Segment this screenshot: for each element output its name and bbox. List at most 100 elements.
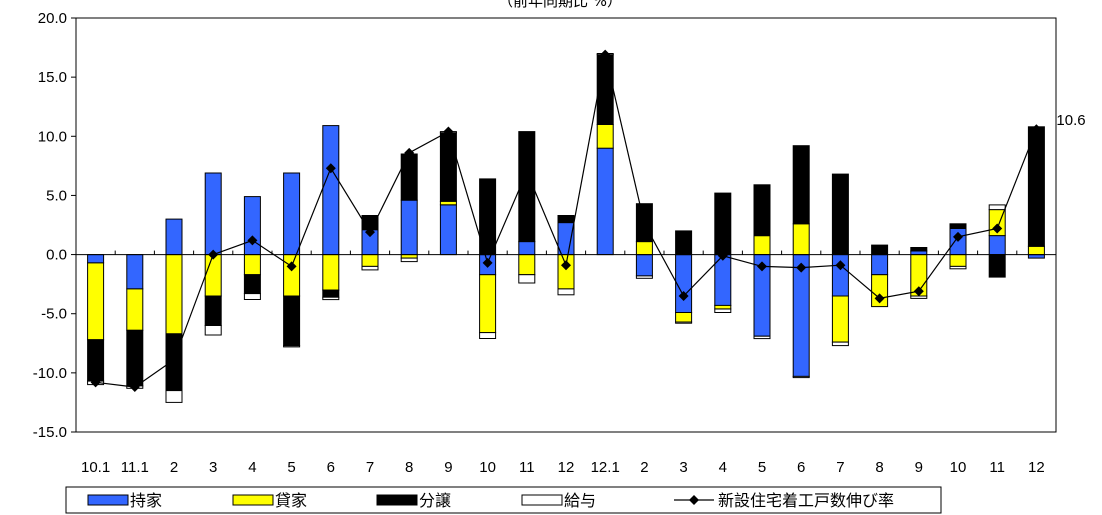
bar-segment [753, 235, 771, 256]
bar-segment [714, 192, 732, 256]
bar-segment [165, 390, 183, 403]
x-tick-label: 8 [875, 459, 883, 476]
bar-segment [322, 296, 340, 301]
bar-segment [557, 288, 575, 296]
y-tick-label: 0.0 [46, 247, 67, 264]
bar-segment [675, 312, 693, 323]
growth-point [482, 257, 493, 268]
growth-point [1031, 124, 1042, 135]
x-tick-label: 6 [797, 459, 805, 476]
x-tick-label: 9 [915, 459, 923, 476]
bar-segment [243, 254, 261, 276]
bar-segment [910, 250, 928, 255]
bar-segment [283, 295, 301, 347]
bar-segment [596, 54, 614, 126]
legend-label: 新設住宅着工戸数伸び率 [718, 491, 894, 510]
x-tick-label: 7 [836, 459, 844, 476]
legend: 持家 貸家 分譲 給与 新設住宅着工戸数伸び率 [65, 486, 942, 514]
bar-segment [557, 222, 575, 256]
bar-segment [988, 235, 1006, 256]
bar-segment [400, 153, 418, 201]
bar-segment [635, 241, 653, 256]
bar-segment [400, 257, 418, 263]
bar-segment [400, 199, 418, 256]
bar-segment [479, 274, 497, 334]
x-tick-label: 6 [327, 459, 335, 476]
legend-box [65, 486, 942, 514]
bar-segment [596, 147, 614, 256]
x-tick-label: 3 [679, 459, 687, 476]
bar-segment [87, 254, 105, 264]
legend-diamond [689, 495, 699, 505]
bar-segment [871, 244, 889, 256]
growth-point [835, 260, 846, 271]
bar-segment [675, 321, 693, 324]
growth-point [913, 286, 924, 297]
legend-swatch [87, 494, 129, 506]
bar-segment [596, 124, 614, 149]
bar-segment [557, 215, 575, 224]
plot-border [75, 17, 1057, 433]
value-label: 10.6 [1056, 112, 1085, 129]
bar-segment [283, 172, 301, 256]
bar-segment [753, 335, 771, 340]
bars [87, 53, 1045, 403]
bar-segment [243, 293, 261, 301]
bar-segment [988, 254, 1006, 278]
x-tick-label: 11 [989, 459, 1005, 476]
bar-segment [518, 254, 536, 276]
x-tick-label: 5 [287, 459, 295, 476]
growth-point [325, 163, 336, 174]
legend-swatch [521, 494, 563, 506]
bar-segment [753, 184, 771, 237]
growth-point [90, 377, 101, 388]
bar-segment [243, 196, 261, 256]
x-tick-label: 2 [170, 459, 178, 476]
bar-segment [714, 304, 732, 310]
growth-point [169, 354, 179, 365]
bar-segment [557, 254, 575, 290]
growth-point [992, 223, 1003, 234]
plot-area [75, 17, 1057, 433]
bar-segment [675, 230, 693, 256]
growth-point [286, 261, 297, 272]
bar-segment [949, 223, 967, 230]
bar-segment [126, 288, 144, 331]
x-tick-label: 11 [519, 459, 535, 476]
x-tick-label: 12.1 [591, 459, 620, 476]
bar-segment [714, 308, 732, 313]
growth-point [561, 260, 571, 271]
y-tick-label: 15.0 [38, 69, 67, 86]
bar-segment [204, 325, 222, 336]
x-tick-label: 3 [209, 459, 217, 476]
growth-point [678, 290, 689, 301]
bar-segment [635, 254, 653, 277]
y-tick-label: 10.0 [38, 128, 67, 145]
x-tick-label: 7 [366, 459, 374, 476]
bar-segment [518, 131, 536, 243]
bar-segment [439, 200, 457, 206]
growth-point [796, 262, 807, 273]
y-tick-label: -15.0 [33, 424, 67, 441]
bar-segment [204, 172, 222, 256]
bar-segment [988, 204, 1006, 211]
x-tick-label: 11.1 [121, 459, 149, 476]
bar-segment [831, 173, 849, 256]
growth-point [443, 126, 454, 137]
bar-segment [479, 332, 497, 340]
x-tick-label: 12 [1028, 459, 1045, 476]
axes: 20.0 15.0 10.0 5.0 0.0 -5.0 -10.0 -15.0 10.1 11.1… [33, 10, 1057, 476]
chart-title: （前年同期比 %） [498, 0, 622, 10]
growth-line [90, 49, 1042, 393]
legend-label: 持家 [130, 491, 162, 510]
legend-label: 分譲 [419, 491, 451, 510]
bar-segment [283, 254, 301, 297]
bar-segment [792, 254, 810, 377]
bar-segment [322, 289, 340, 298]
legend-swatch [232, 494, 274, 506]
growth-point [129, 382, 140, 393]
x-tick-label: 9 [444, 459, 452, 476]
bar-segment [165, 218, 183, 256]
y-tick-label: -5.0 [41, 306, 67, 323]
bar-segment [518, 241, 536, 256]
